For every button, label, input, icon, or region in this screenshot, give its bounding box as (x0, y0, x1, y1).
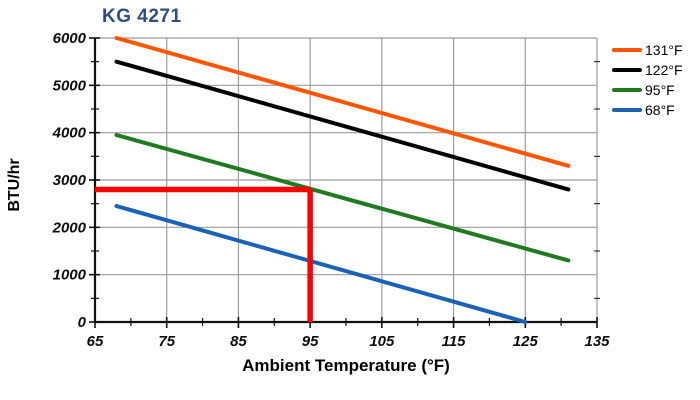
x-axis-title: Ambient Temperature (°F) (242, 356, 450, 375)
legend-swatch (612, 48, 642, 52)
x-tick-label: 65 (87, 333, 104, 350)
x-tick-label: 75 (158, 333, 175, 350)
y-tick-label: 2000 (52, 219, 87, 236)
y-tick-label: 1000 (53, 267, 87, 284)
legend-label: 131°F (645, 42, 683, 58)
series-line-131f (114, 36, 571, 168)
x-tick-label: 125 (513, 333, 539, 350)
y-tick-label: 6000 (53, 30, 87, 47)
legend-swatch (612, 88, 642, 92)
x-tick-label: 105 (369, 333, 395, 350)
y-tick-label: 3000 (53, 172, 87, 189)
x-tick-label: 115 (442, 333, 467, 350)
legend-swatch (612, 68, 642, 72)
legend-item-95f: 95°F (612, 82, 683, 98)
series-line-122f (114, 59, 571, 192)
legend-swatch (612, 108, 642, 112)
legend-item-68f: 68°F (612, 102, 683, 118)
series-line-95f (114, 133, 571, 263)
legend-label: 122°F (645, 62, 683, 78)
legend: 131°F 122°F 95°F 68°F (612, 42, 683, 118)
series-line-68f (114, 204, 528, 324)
legend-label: 68°F (645, 102, 675, 118)
y-tick-label: 4000 (52, 125, 87, 142)
y-axis-title: BTU/hr (6, 158, 23, 212)
legend-item-131f: 131°F (612, 42, 683, 58)
x-tick-label: 95 (302, 333, 319, 350)
x-tick-label: 85 (230, 333, 247, 350)
y-tick-label: 0 (78, 314, 87, 331)
y-tick-label: 5000 (53, 77, 87, 94)
legend-item-122f: 122°F (612, 62, 683, 78)
x-tick-label: 135 (584, 333, 610, 350)
legend-label: 95°F (645, 82, 675, 98)
chart-title: KG 4271 (102, 6, 182, 27)
